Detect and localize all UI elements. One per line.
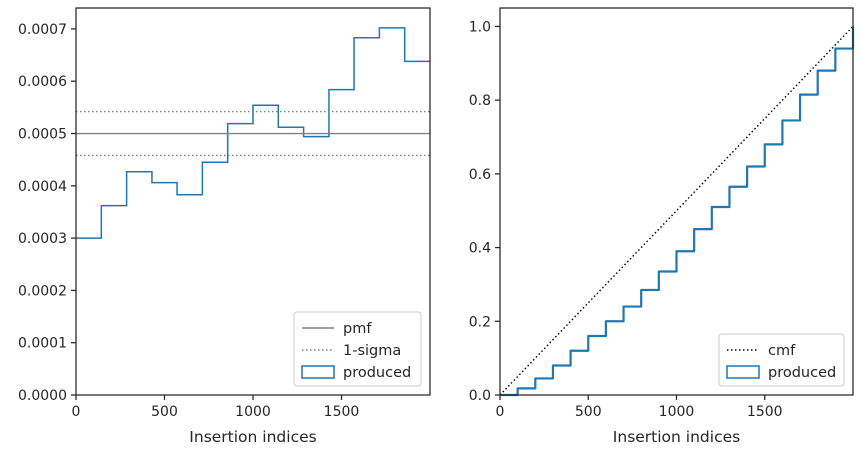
histogram-ticks: 0 500 1000 1500 0.0000 0.0001 0.0002 0.0003 0.00…	[18, 22, 359, 420]
y-tick-label-3: 0.0003	[18, 231, 67, 247]
y-tick-label-0: 0.0	[469, 388, 491, 404]
y-tick-label-5: 0.0005	[18, 127, 67, 143]
legend-label-1-sigma: 1-sigma	[343, 343, 401, 359]
histogram-marks	[76, 27, 430, 239]
cmf-line	[499, 25, 854, 396]
legend-handle-produced	[301, 365, 335, 379]
x-tick-label-1: 500	[575, 404, 602, 420]
y-tick-label-2: 0.0002	[18, 283, 67, 299]
y-tick-label-3: 0.6	[469, 167, 491, 183]
cumulative-produced-line	[500, 26, 855, 397]
legend-label-pmf: pmf	[343, 321, 372, 337]
y-tick-label-5: 1.0	[469, 19, 491, 35]
x-tick-label-2: 1000	[235, 404, 271, 420]
y-tick-label-1: 0.2	[469, 314, 491, 330]
y-tick-label-6: 0.0006	[18, 74, 67, 90]
y-tick-label-1: 0.0001	[18, 336, 67, 352]
legend-label-cmf: cmf	[768, 343, 796, 359]
cumulative-legend: cmf produced	[718, 333, 845, 387]
x-tick-label-1: 500	[151, 404, 178, 420]
cumulative-x-axis-label: Insertion indices	[613, 428, 740, 446]
y-tick-label-4: 0.0004	[18, 179, 67, 195]
legend-handle-produced	[726, 365, 760, 379]
histogram-step-produced	[76, 27, 430, 239]
cumulative-panel: 0 500 1000 1500 0.0 0.2 0.4 0.6 0.8 1.0 Insertion…	[469, 7, 855, 446]
x-tick-label-3: 1500	[747, 404, 783, 420]
y-tick-label-0: 0.0000	[18, 388, 67, 404]
legend-box	[293, 311, 422, 387]
y-tick-label-7: 0.0007	[18, 22, 67, 38]
cumulative-marks	[499, 25, 855, 397]
histogram-legend: pmf 1-sigma produced	[293, 311, 422, 387]
legend-label-produced: produced	[343, 365, 411, 381]
x-tick-label-0: 0	[72, 404, 81, 420]
legend-label-produced: produced	[768, 365, 836, 381]
y-tick-label-2: 0.4	[469, 241, 491, 257]
cumulative-ticks: 0 500 1000 1500 0.0 0.2 0.4 0.6 0.8 1.0	[469, 19, 783, 420]
x-tick-label-3: 1500	[324, 404, 360, 420]
histogram-panel: 0 500 1000 1500 0.0000 0.0001 0.0002 0.0003 0.00…	[18, 7, 431, 446]
legend-box	[718, 333, 845, 387]
histogram-x-axis-label: Insertion indices	[189, 428, 316, 446]
x-tick-label-2: 1000	[659, 404, 695, 420]
y-tick-label-4: 0.8	[469, 93, 491, 109]
x-tick-label-0: 0	[496, 404, 505, 420]
